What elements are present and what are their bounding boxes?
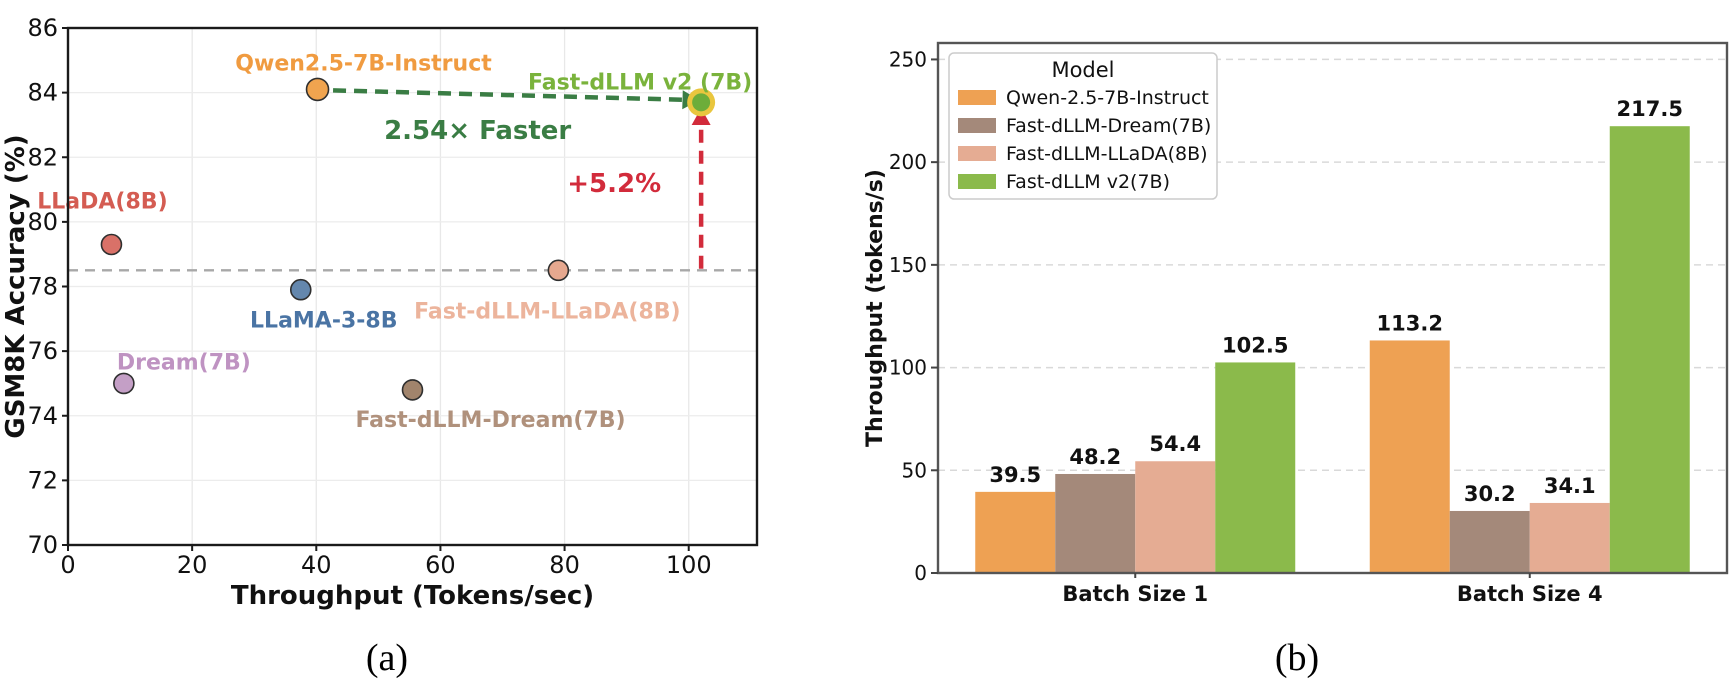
scatter-point-fast-dllm-dream-7b xyxy=(401,379,424,401)
point-label-fast-dllm-llada-8b: Fast-dLLM-LLaDA(8B) xyxy=(414,299,681,324)
caption-b: (b) xyxy=(1274,637,1320,679)
x-tick-label: 0 xyxy=(60,551,75,579)
x-tick-label: 20 xyxy=(177,551,208,579)
scatter-chart-accuracy-vs-throughput: LLaDA(8B) Dream(7B) LLaMA-3-8B Qwen2.5-7B-I… xyxy=(1,14,759,611)
legend-swatch-fast-dllm-dream-7b xyxy=(958,118,996,133)
y-tick-label: 50 xyxy=(902,458,927,482)
y-tick-label: 250 xyxy=(889,47,927,71)
point-label-qwen2-5-7b-instruct: Qwen2.5-7B-Instruct xyxy=(235,51,492,76)
bar-value-label: 113.2 xyxy=(1377,311,1443,335)
y-tick-label: 100 xyxy=(889,356,927,380)
bar-qwen-2-5-7b-instruct-batch-size-4 xyxy=(1369,340,1450,573)
legend-label-fast-dllm-llada-8b: Fast-dLLM-LLaDA(8B) xyxy=(1006,143,1208,165)
y-tick-label: 200 xyxy=(889,150,927,174)
arrow-line-0 xyxy=(332,88,683,102)
bar-qwen-2-5-7b-instruct-batch-size-1 xyxy=(975,491,1056,573)
scatter-point-fast-dllm-v2-7b xyxy=(692,93,711,112)
y-tick-label: 82 xyxy=(27,143,58,171)
y-tick-label: 72 xyxy=(27,466,58,494)
bar-fast-dllm-dream-7b-batch-size-1 xyxy=(1055,473,1136,573)
y-tick-label: 70 xyxy=(27,531,58,559)
bar-value-label: 102.5 xyxy=(1222,333,1288,357)
legend-label-fast-dllm-v2-7b: Fast-dLLM v2(7B) xyxy=(1006,171,1170,193)
point-label-llama-3-8b: LLaMA-3-8B xyxy=(250,309,397,334)
scatter-point-qwen2-5-7b-instruct xyxy=(305,77,330,102)
caption-a: (a) xyxy=(365,637,409,679)
y-tick-label: 86 xyxy=(27,14,58,42)
y-tick-label: 0 xyxy=(914,561,927,585)
x-axis-label: Throughput (Tokens/sec) xyxy=(231,581,594,611)
annotation-1: +5.2% xyxy=(567,169,661,199)
y-tick-label: 74 xyxy=(27,402,58,430)
y-tick-label: 150 xyxy=(889,253,927,277)
bar-value-label: 30.2 xyxy=(1464,482,1516,506)
bar-value-label: 34.1 xyxy=(1544,474,1596,498)
y-tick-label: 80 xyxy=(27,208,58,236)
bar-fast-dllm-llada-8b-batch-size-1 xyxy=(1135,461,1216,573)
bar-fast-dllm-llada-8b-batch-size-4 xyxy=(1529,502,1610,573)
bar-value-label: 54.4 xyxy=(1149,432,1201,456)
arrow-head-1 xyxy=(691,107,711,125)
scatter-point-dream-7b xyxy=(113,372,135,395)
point-label-dream-7b: Dream(7B) xyxy=(117,350,251,375)
bar-value-label: 39.5 xyxy=(989,463,1041,487)
legend-label-fast-dllm-dream-7b: Fast-dLLM-Dream(7B) xyxy=(1006,115,1211,137)
y-axis-label: GSM8K Accuracy (%) xyxy=(1,134,31,438)
y-axis-label: Throughput (tokens/s) xyxy=(863,169,888,447)
point-label-fast-dllm-dream-7b: Fast-dLLM-Dream(7B) xyxy=(355,408,625,433)
bar-fast-dllm-dream-7b-batch-size-4 xyxy=(1449,510,1530,573)
y-tick-label: 76 xyxy=(27,337,58,365)
bar-fast-dllm-v2-7b-batch-size-1 xyxy=(1215,362,1296,573)
bar-chart-throughput-by-batch-size: 39.5 113.2 48.2 30.2 54.4 34.1 102.5 217.5 0 50 10… xyxy=(863,41,1729,606)
legend-label-qwen-2-5-7b-instruct: Qwen-2.5-7B-Instruct xyxy=(1006,87,1209,109)
scatter-point-fast-dllm-llada-8b xyxy=(547,259,570,282)
point-label-llada-8b: LLaDA(8B) xyxy=(37,189,167,214)
x-tick-label-batch-size-4: Batch Size 4 xyxy=(1457,582,1603,606)
axes-frame-b xyxy=(936,41,1729,575)
legend-swatch-fast-dllm-llada-8b xyxy=(958,146,996,161)
legend-box xyxy=(948,52,1218,200)
bar-value-label: 217.5 xyxy=(1617,97,1683,121)
legend-title: Model xyxy=(1051,58,1114,82)
point-label-fast-dllm-v2-7b: Fast-dLLM v2 (7B) xyxy=(528,70,752,95)
x-tick-label: 60 xyxy=(425,551,456,579)
x-tick-label: 100 xyxy=(666,551,712,579)
y-tick-label: 78 xyxy=(27,273,58,301)
x-tick-label-batch-size-1: Batch Size 1 xyxy=(1062,582,1208,606)
legend-swatch-fast-dllm-v2-7b xyxy=(958,174,996,189)
x-tick-label: 40 xyxy=(301,551,332,579)
scatter-point-llada-8b xyxy=(100,233,123,256)
scatter-point-llama-3-8b xyxy=(289,278,312,301)
bar-value-label: 48.2 xyxy=(1069,445,1121,469)
x-tick-label: 80 xyxy=(549,551,580,579)
annotation-0: 2.54× Faster xyxy=(384,116,571,146)
y-tick-label: 84 xyxy=(27,79,58,107)
bar-fast-dllm-v2-7b-batch-size-4 xyxy=(1609,126,1690,573)
legend-swatch-qwen-2-5-7b-instruct xyxy=(958,90,996,105)
